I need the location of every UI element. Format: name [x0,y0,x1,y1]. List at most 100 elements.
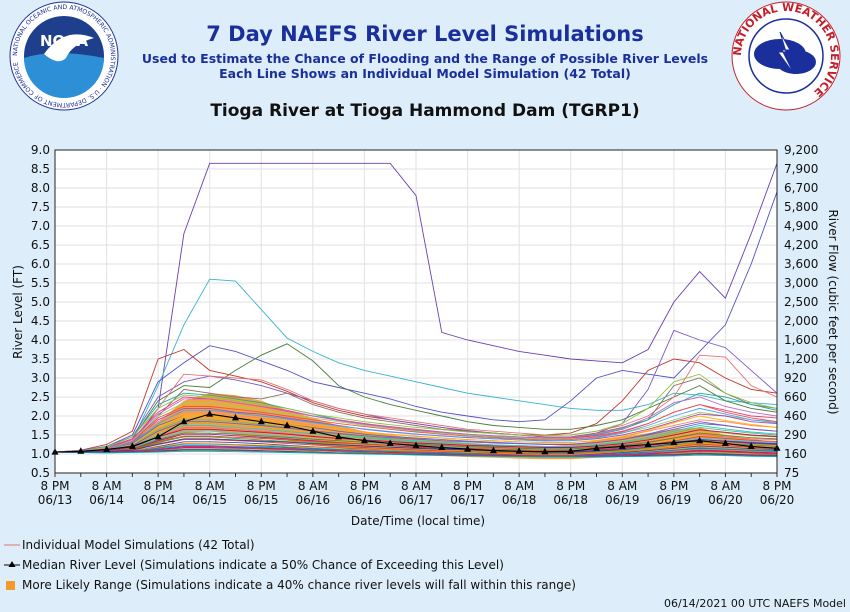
y-tick-label: 9.0 [31,143,50,157]
median-point [360,436,368,444]
simulation-line [54,354,778,453]
y-tick-label: 2.0 [31,409,50,423]
median-point [206,410,214,417]
y-right-tick-label: 290 [784,428,807,442]
x-axis-label: Date/Time (local time) [351,514,485,528]
simulation-line [54,407,778,453]
x-tick-time: 8 AM [504,479,534,493]
y-tick-label: 3.5 [31,352,50,366]
x-tick-time: 8 PM [350,479,379,493]
simulation-line [54,373,778,453]
median-point [335,432,343,440]
y-right-tick-label: 5,800 [784,200,818,214]
median-point [77,447,85,454]
y-tick-label: 6.0 [31,257,50,271]
simulation-line [54,402,778,453]
median-point [593,444,600,451]
x-tick-time: 8 PM [247,479,276,493]
median-point [412,441,420,449]
simulation-line [54,343,778,453]
chart-subtitle: Used to Estimate the Chance of Flooding … [141,51,709,66]
y-tick-label: 5.0 [31,295,50,309]
simulation-line [54,278,778,453]
y-right-tick-label: 7,900 [784,162,818,176]
x-tick-date: 06/16 [347,493,382,507]
median-point [464,445,472,452]
x-tick-time: 8 PM [762,479,791,493]
x-tick-date: 06/14 [141,493,176,507]
chart-subtitle-2: Each Line Shows an Individual Model Simu… [219,66,631,81]
legend: Individual Model Simulations (42 Total) … [4,538,576,592]
x-tick-time: 8 PM [144,479,173,493]
median-point [696,436,704,444]
y-axis-label: River Level (FT) [11,265,25,359]
simulation-line [54,415,778,453]
x-tick-date: 06/17 [399,493,434,507]
x-tick-time: 8 AM [401,479,431,493]
legend-item-simulations: Individual Model Simulations (42 Total) [22,538,255,552]
x-tick-time: 8 PM [659,479,688,493]
plot-border [54,149,778,474]
median-point [541,447,549,455]
legend-item-median: Median River Level (Simulations indicate… [22,558,504,572]
x-tick-time: 8 AM [607,479,637,493]
simulation-line [54,404,778,453]
median-point [515,447,523,454]
simulation-line [54,419,778,453]
x-tick-date: 06/20 [708,493,743,507]
median-point [154,432,162,440]
simulation-line [54,449,778,458]
x-tick-date: 06/19 [605,493,640,507]
y-axis-left: 0.5 1.0 1.5 2.0 2.5 3.0 3.5 4.0 4.5 5.0 5.5 6.0 6.5 7… [31,143,50,480]
legend-swatch-range [6,581,15,590]
median-point [180,417,188,425]
y-tick-label: 4.5 [31,314,50,328]
median-point [232,413,239,421]
x-tick-time: 8 PM [40,479,69,493]
y-tick-label: 0.5 [31,466,50,480]
median-point [644,440,652,447]
x-tick-time: 8 PM [556,479,585,493]
y-right-tick-label: 3,000 [784,276,818,290]
x-tick-date: 06/13 [38,493,73,507]
x-tick-date: 06/19 [657,493,692,507]
y-tick-label: 6.5 [31,238,50,252]
median-point [128,442,136,449]
median-point [747,442,755,449]
y-tick-label: 8.5 [31,162,50,176]
y-right-tick-label: 920 [784,371,807,385]
x-tick-date: 06/20 [760,493,795,507]
y-right-tick-label: 75 [784,466,799,480]
y-right-tick-label: 2,500 [784,295,818,309]
median-point [103,445,111,452]
median-point [670,438,678,446]
y-tick-label: 8.0 [31,181,50,195]
y-right-tick-label: 660 [784,390,807,404]
y-right-tick-label: 4,900 [784,219,818,233]
median-point [489,446,497,454]
x-tick-date: 06/16 [296,493,331,507]
x-tick-time: 8 AM [710,479,740,493]
median-point [309,427,317,434]
y-tick-label: 3.0 [31,371,50,385]
median-point [386,439,394,446]
x-tick-date: 06/14 [89,493,124,507]
chart-title: 7 Day NAEFS River Level Simulations [206,22,644,46]
model-run-note: 06/14/2021 00 UTC NAEFS Model [664,597,846,610]
y-right-tick-label: 6,700 [784,181,818,195]
y-right-tick-label: 1,200 [784,352,818,366]
y-tick-label: 7.5 [31,200,50,214]
y-right-tick-label: 4,200 [784,238,818,252]
simulation-line [55,445,778,456]
location-title: Tioga River at Tioga Hammond Dam (TGRP1) [210,101,640,121]
y-right-tick-label: 9,200 [784,143,818,157]
simulation-line [54,162,778,453]
noaa-logo: NOAA NATIONAL OCEANIC AND ATMOSPHERIC AD… [9,1,119,111]
median-point [618,442,626,449]
legend-item-range: More Likely Range (Simulations indicate … [22,578,576,592]
y-tick-label: 4.0 [31,333,50,347]
simulation-line [54,415,778,453]
simulation-line [55,447,778,457]
